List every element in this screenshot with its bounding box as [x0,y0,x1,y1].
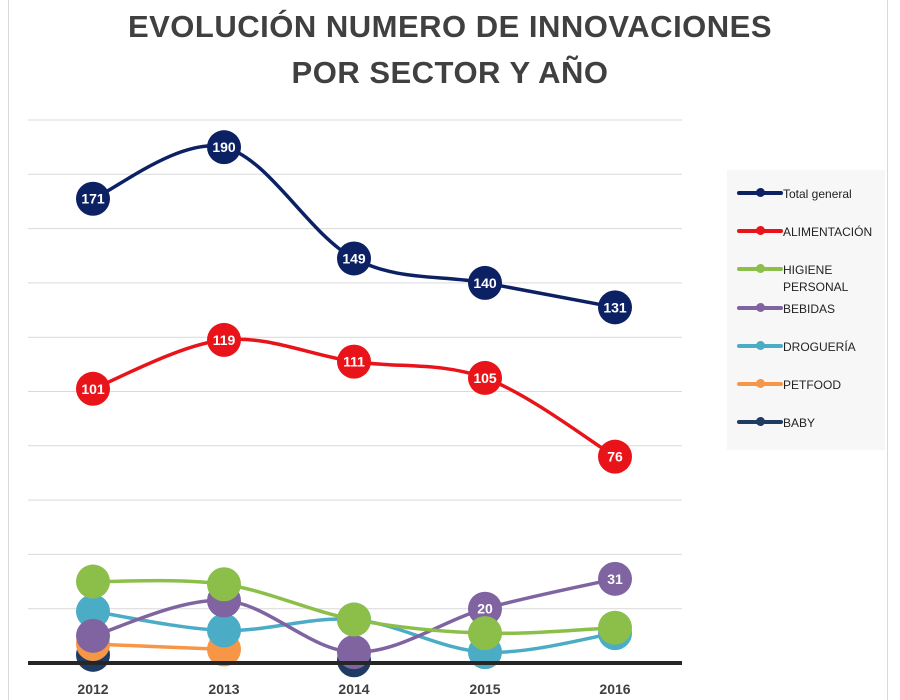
legend-item-alimentacion[interactable]: ALIMENTACIÓN [737,224,883,241]
data-label-total-general-2013: 190 [212,139,236,155]
data-label-total-general-2014: 149 [342,250,366,266]
legend-swatch-drogueria [737,339,783,353]
data-label-total-general-2012: 171 [81,191,105,207]
data-point-total-general-2014 [337,241,371,276]
legend-item-higiene-personal[interactable]: HIGIENE PERSONAL [737,262,863,296]
chart-legend: Total general ALIMENTACIÓN HIGIENE PERSO… [727,170,885,450]
data-point-total-general-2016 [598,290,632,325]
data-point-bebidas-2016 [598,561,632,596]
legend-swatch-bebidas [737,301,783,315]
legend-label-total-general: Total general [783,187,852,201]
legend-label-baby: BABY [783,416,816,430]
data-label-alimentacion-2016: 76 [607,449,623,465]
data-point-bebidas-2014 [337,635,371,670]
data-point-higiene-personal-2012 [76,564,110,599]
chart-title: EVOLUCIÓN NUMERO DE INNOVACIONES POR SEC… [0,4,900,96]
data-point-higiene-personal-2016 [598,610,632,645]
legend-item-drogueria[interactable]: DROGUERÍA [737,339,883,356]
x-tick-label-2015: 2015 [469,681,500,697]
data-point-alimentacion-2013 [207,322,241,357]
chart-title-line-2: POR SECTOR Y AÑO [291,55,609,90]
data-point-bebidas-2015 [468,591,502,626]
data-point-alimentacion-2016 [598,439,632,474]
legend-item-baby[interactable]: BABY [737,415,883,432]
data-point-total-general-2015 [468,265,502,300]
data-label-alimentacion-2015: 105 [473,370,497,386]
data-point-alimentacion-2012 [76,371,110,406]
chart-title-line-1: EVOLUCIÓN NUMERO DE INNOVACIONES [127,9,773,44]
data-point-higiene-personal-2013 [207,567,241,602]
legend-item-total-general[interactable]: Total general [737,186,883,203]
legend-item-petfood[interactable]: PETFOOD [737,377,883,394]
legend-label-bebidas: BEBIDAS [783,302,836,316]
legend-swatch-higiene-personal [737,262,783,276]
data-label-total-general-2015: 140 [473,275,497,291]
data-label-total-general-2016: 131 [603,299,627,315]
legend-item-bebidas[interactable]: BEBIDAS [737,301,883,318]
x-tick-label-2012: 2012 [77,681,108,697]
chart-frame [8,0,888,700]
data-point-total-general-2012 [76,181,110,216]
data-point-alimentacion-2015 [468,360,502,395]
data-point-drogueria-2012 [76,594,110,629]
x-tick-label-2014: 2014 [338,681,369,697]
legend-label-petfood: PETFOOD [783,378,842,392]
series-line-petfood-0 [91,642,226,652]
data-point-alimentacion-2014 [337,344,371,379]
data-point-higiene-personal-2015 [468,616,502,651]
data-point-drogueria-2013 [207,613,241,648]
data-label-alimentacion-2014: 111 [343,354,365,370]
legend-swatch-total-general [737,186,783,200]
data-label-bebidas-2016: 31 [607,571,623,587]
data-point-total-general-2013 [207,130,241,165]
legend-label-alimentacion: ALIMENTACIÓN [783,225,873,239]
data-point-bebidas-2012 [76,618,110,653]
legend-swatch-petfood [737,377,783,391]
data-label-alimentacion-2013: 119 [213,332,236,348]
x-tick-label-2013: 2013 [208,681,239,697]
legend-swatch-baby [737,415,783,429]
legend-label-higiene-personal: HIGIENE PERSONAL [783,263,849,294]
data-label-alimentacion-2012: 101 [81,381,105,397]
data-label-bebidas-2015: 20 [477,601,493,617]
legend-swatch-alimentacion [737,224,783,238]
legend-label-drogueria: DROGUERÍA [783,340,856,354]
x-tick-label-2016: 2016 [599,681,630,697]
data-point-higiene-personal-2014 [337,602,371,637]
